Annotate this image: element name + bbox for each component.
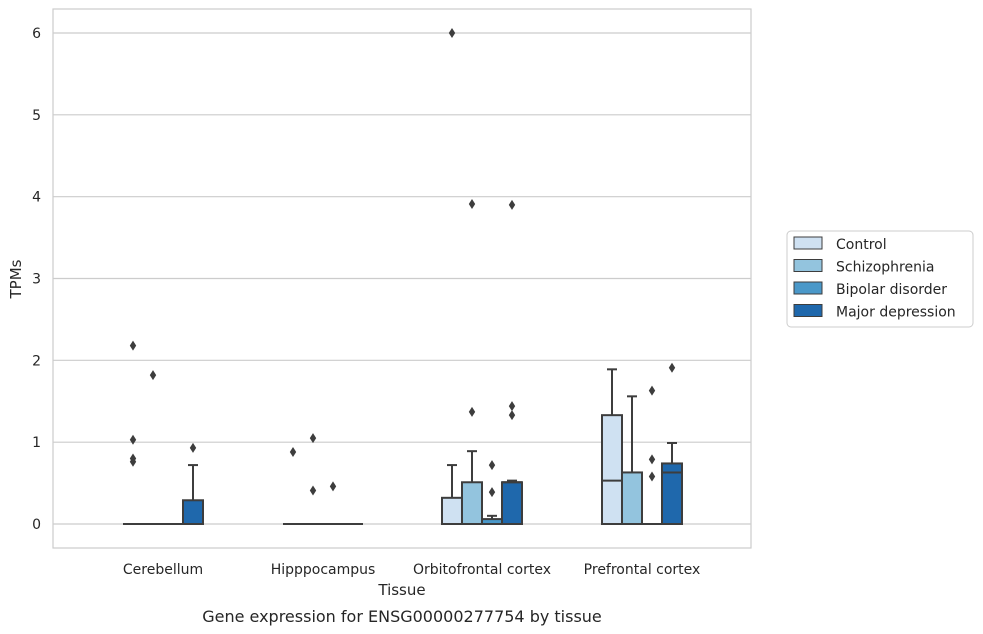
box-body bbox=[441, 496, 463, 525]
box-schizophrenia-3 bbox=[461, 199, 483, 526]
outlier-point bbox=[468, 199, 476, 210]
outlier-point bbox=[189, 442, 197, 453]
outlier-point bbox=[129, 340, 137, 351]
legend-swatch bbox=[793, 236, 823, 250]
x-tick-label-2: Hipppocampus bbox=[271, 562, 376, 578]
y-tick-label-1: 1 bbox=[32, 435, 41, 451]
legend-label: Schizophrenia bbox=[836, 260, 934, 276]
box-body bbox=[601, 414, 623, 525]
y-tick-label-2: 2 bbox=[32, 353, 41, 369]
outlier-point bbox=[129, 434, 137, 445]
outlier-point bbox=[648, 385, 656, 396]
x-tick-label-4: Prefrontal cortex bbox=[584, 562, 701, 578]
box-major-depression-4 bbox=[661, 362, 683, 525]
legend: Control Schizophrenia Bipolar disorder Majo… bbox=[786, 230, 974, 328]
outlier-point bbox=[508, 199, 516, 210]
box-body bbox=[182, 499, 204, 526]
box-control-4 bbox=[601, 368, 623, 525]
box-body bbox=[501, 481, 523, 526]
x-tick-label-1: Cerebellum bbox=[123, 562, 203, 578]
outlier-point bbox=[668, 362, 676, 373]
outlier-point bbox=[648, 471, 656, 482]
box-major-depression-1 bbox=[182, 442, 204, 526]
box-control-2 bbox=[283, 446, 303, 525]
outlier-point bbox=[508, 410, 516, 421]
legend-swatch bbox=[793, 281, 823, 295]
y-tick-label-0: 0 bbox=[32, 517, 41, 533]
outlier-point bbox=[468, 406, 476, 417]
y-axis-ticks: 0 1 2 3 4 5 6 bbox=[32, 26, 41, 533]
box-control-3 bbox=[441, 28, 463, 525]
legend-item-control: Control bbox=[793, 236, 887, 253]
x-tick-label-3: Orbitofrontal cortex bbox=[413, 562, 551, 578]
plot-area-frame bbox=[52, 8, 752, 549]
outlier-point bbox=[488, 460, 496, 471]
outlier-point bbox=[309, 433, 317, 444]
legend-label: Major depression bbox=[836, 305, 956, 321]
box-major-depression-3 bbox=[501, 199, 523, 526]
box-schizophrenia-4 bbox=[621, 395, 643, 526]
y-axis-label: TPMs bbox=[7, 259, 25, 299]
outlier-point bbox=[289, 446, 297, 457]
outlier-point bbox=[329, 481, 337, 492]
legend-swatch bbox=[793, 259, 823, 272]
outlier-point bbox=[129, 453, 137, 464]
outlier-point bbox=[488, 487, 496, 498]
legend-label: Control bbox=[836, 237, 887, 253]
outlier-point bbox=[508, 401, 516, 412]
legend-label: Bipolar disorder bbox=[836, 282, 947, 298]
box-bipolar-disorder-4 bbox=[642, 385, 662, 525]
box-body bbox=[621, 471, 643, 526]
y-tick-label-6: 6 bbox=[32, 26, 41, 42]
y-tick-label-5: 5 bbox=[32, 108, 41, 124]
box-bipolar-disorder-3 bbox=[481, 460, 503, 526]
y-tick-label-3: 3 bbox=[32, 272, 41, 288]
outlier-point bbox=[149, 370, 157, 381]
legend-swatch bbox=[793, 304, 823, 317]
legend-item-schizophrenia: Schizophrenia bbox=[793, 259, 934, 276]
box-bipolar-disorder-2 bbox=[323, 481, 343, 525]
legend-item-major-depression: Major depression bbox=[793, 304, 956, 321]
y-tick-label-4: 4 bbox=[32, 190, 41, 206]
legend-frame bbox=[786, 230, 974, 328]
box-control-1 bbox=[123, 340, 143, 525]
x-axis-ticks: Cerebellum Hipppocampus Orbitofrontal cort… bbox=[123, 562, 700, 578]
grid-lines bbox=[53, 32, 751, 525]
outlier-point bbox=[309, 485, 317, 496]
boxes bbox=[123, 28, 683, 526]
x-axis-label: Tissue bbox=[377, 581, 425, 599]
box-schizophrenia-2 bbox=[303, 433, 323, 525]
chart-caption: Gene expression for ENSG00000277754 by t… bbox=[202, 607, 602, 626]
legend-item-bipolar-disorder: Bipolar disorder bbox=[793, 281, 947, 298]
box-body bbox=[461, 481, 483, 526]
box-body bbox=[661, 462, 683, 525]
outlier-point bbox=[648, 454, 656, 465]
box-schizophrenia-1 bbox=[143, 370, 163, 525]
outlier-point bbox=[448, 28, 456, 38]
